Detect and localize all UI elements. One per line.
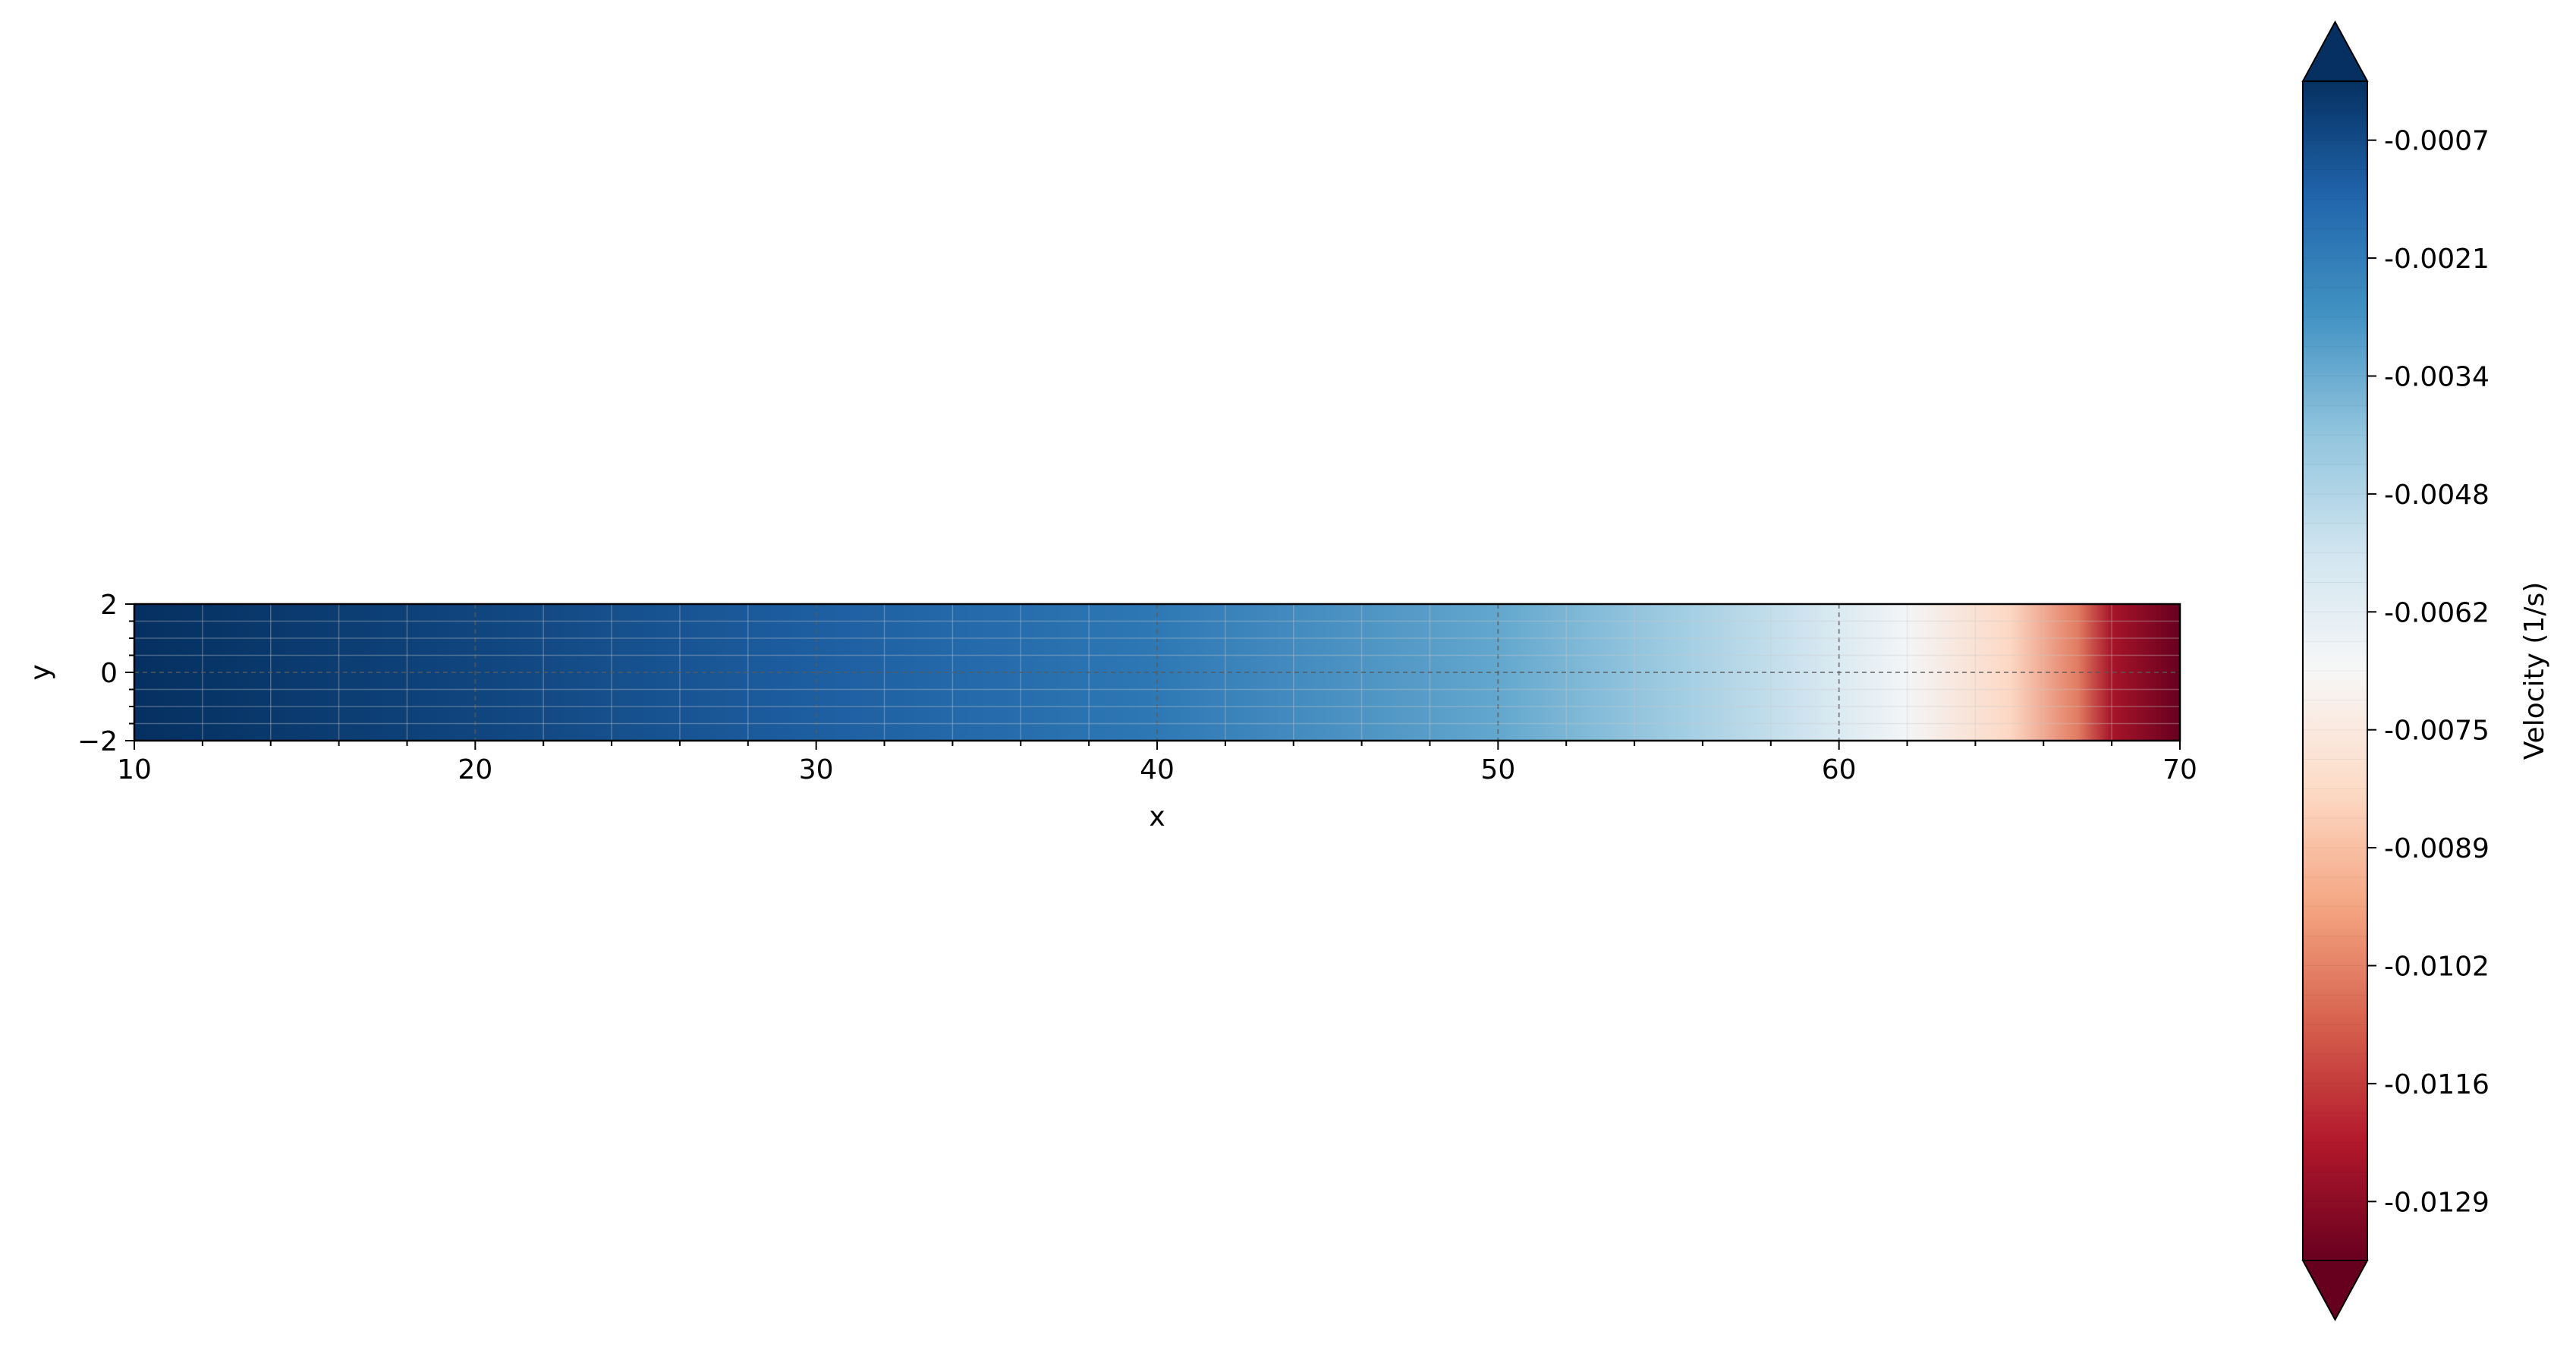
colorbar-body	[2303, 81, 2367, 1260]
colorbar-tick-label: -0.0075	[2384, 716, 2490, 747]
colorbar-label: Velocity (1/s)	[2519, 582, 2550, 760]
colorbar-extend-max	[2301, 20, 2369, 82]
x-tick-label: 10	[117, 754, 152, 785]
colorbar-extend-min	[2301, 1260, 2369, 1322]
colorbar-tick-label: -0.0089	[2384, 833, 2490, 864]
colorbar-tick-label: -0.0129	[2384, 1187, 2490, 1218]
colorbar-outline	[2302, 81, 2368, 1260]
x-tick-label: 70	[2162, 754, 2197, 785]
x-tick-label: 50	[1480, 754, 1515, 785]
grid	[134, 604, 2180, 741]
y-tick-label: −2	[77, 726, 118, 757]
colorbar-tick-label: -0.0116	[2384, 1069, 2490, 1100]
y-axis-label: y	[25, 664, 56, 680]
colorbar: -0.0007 -0.0021 -0.0034 -0.0048 -0.0062 -0.00…	[2301, 20, 2490, 1322]
x-tick-label: 60	[1822, 754, 1857, 785]
colorbar-tick-label: -0.0102	[2384, 952, 2490, 983]
colorbar-tick-label: -0.0062	[2384, 597, 2490, 628]
y-tick-label: 0	[100, 658, 118, 689]
x-tick-label: 20	[458, 754, 492, 785]
x-tick-label: 30	[799, 754, 834, 785]
plot-area: 10 20 30 40 50 60 70 −2 0 2	[77, 590, 2197, 785]
colorbar-tick-label: -0.0048	[2384, 480, 2490, 511]
colorbar-tick-label: -0.0007	[2384, 126, 2490, 157]
x-tick-label: 40	[1140, 754, 1175, 785]
colorbar-tick-label: -0.0034	[2384, 362, 2490, 393]
colorbar-tick-label: -0.0021	[2384, 244, 2490, 275]
y-tick-label: 2	[100, 590, 118, 621]
x-axis-label: x	[1149, 801, 1165, 832]
